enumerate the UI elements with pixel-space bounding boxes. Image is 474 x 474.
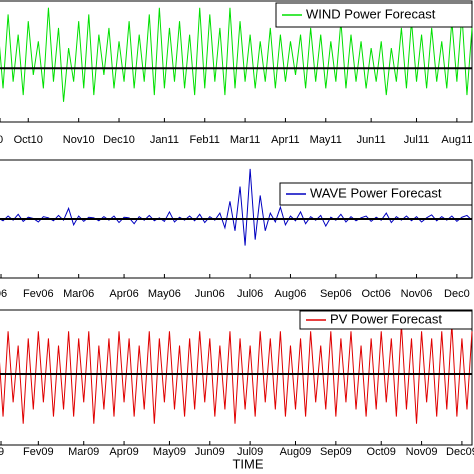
x-tick-label: Aug11 — [441, 134, 472, 146]
x-tick-label: Jul06 — [237, 288, 263, 300]
series-line — [0, 324, 473, 424]
x-tick-label: Jun06 — [195, 288, 225, 300]
x-tick-label: Oct10 — [14, 134, 43, 146]
x-tick-label: Nov10 — [63, 134, 95, 146]
x-tick-label: Mar11 — [230, 134, 260, 146]
x-tick-label: Mar09 — [68, 446, 99, 458]
x-tick-label: Jun11 — [357, 134, 386, 146]
x-tick-label: Nov09 — [406, 446, 438, 458]
legend-label: PV Power Forecast — [330, 311, 442, 326]
axes-box — [0, 309, 473, 446]
legend-label: WIND Power Forecast — [306, 6, 436, 21]
x-tick-label: Nov06 — [401, 288, 433, 300]
x-tick-label: Sep06 — [320, 288, 352, 300]
x-tick-label: Sep09 — [320, 446, 352, 458]
legend-box — [299, 310, 473, 330]
x-tick-label: Mar06 — [63, 288, 94, 300]
x-tick-label: Dec10 — [103, 134, 135, 146]
legend-box — [275, 2, 473, 28]
legend-box — [279, 182, 473, 206]
x-tick-label: Jun09 — [195, 446, 225, 458]
x-tick-label: Aug09 — [280, 446, 312, 458]
x-tick-label: Fev09 — [23, 446, 54, 458]
x-tick-label: Jul11 — [404, 134, 429, 146]
x-tick-label: 06 — [0, 288, 7, 300]
x-tick-label: Oct06 — [362, 288, 391, 300]
x-tick-label: May11 — [310, 134, 342, 146]
x-tick-label: Fev06 — [23, 288, 54, 300]
x-tick-label: Dec0 — [444, 288, 470, 300]
x-tick-label: Jan11 — [150, 134, 179, 146]
x-tick-label: Oct09 — [367, 446, 396, 458]
x-tick-label: Aug06 — [275, 288, 307, 300]
x-tick-label: Feb11 — [190, 134, 220, 146]
x-tick-label: Dec09 — [446, 446, 474, 458]
x-tick-label: May06 — [148, 288, 181, 300]
legend-label: WAVE Power Forecast — [310, 185, 442, 200]
series-line — [0, 7, 473, 102]
x-tick-label: Apr11 — [271, 134, 300, 146]
x-tick-label: Jul09 — [237, 446, 263, 458]
x-tick-label: May09 — [153, 446, 186, 458]
x-axis-label: TIME — [232, 456, 263, 471]
x-tick-label: Apr09 — [109, 446, 138, 458]
x-tick-label: 9 — [0, 446, 4, 458]
x-tick-label: Apr06 — [109, 288, 138, 300]
x-tick-label: 0 — [0, 134, 3, 146]
